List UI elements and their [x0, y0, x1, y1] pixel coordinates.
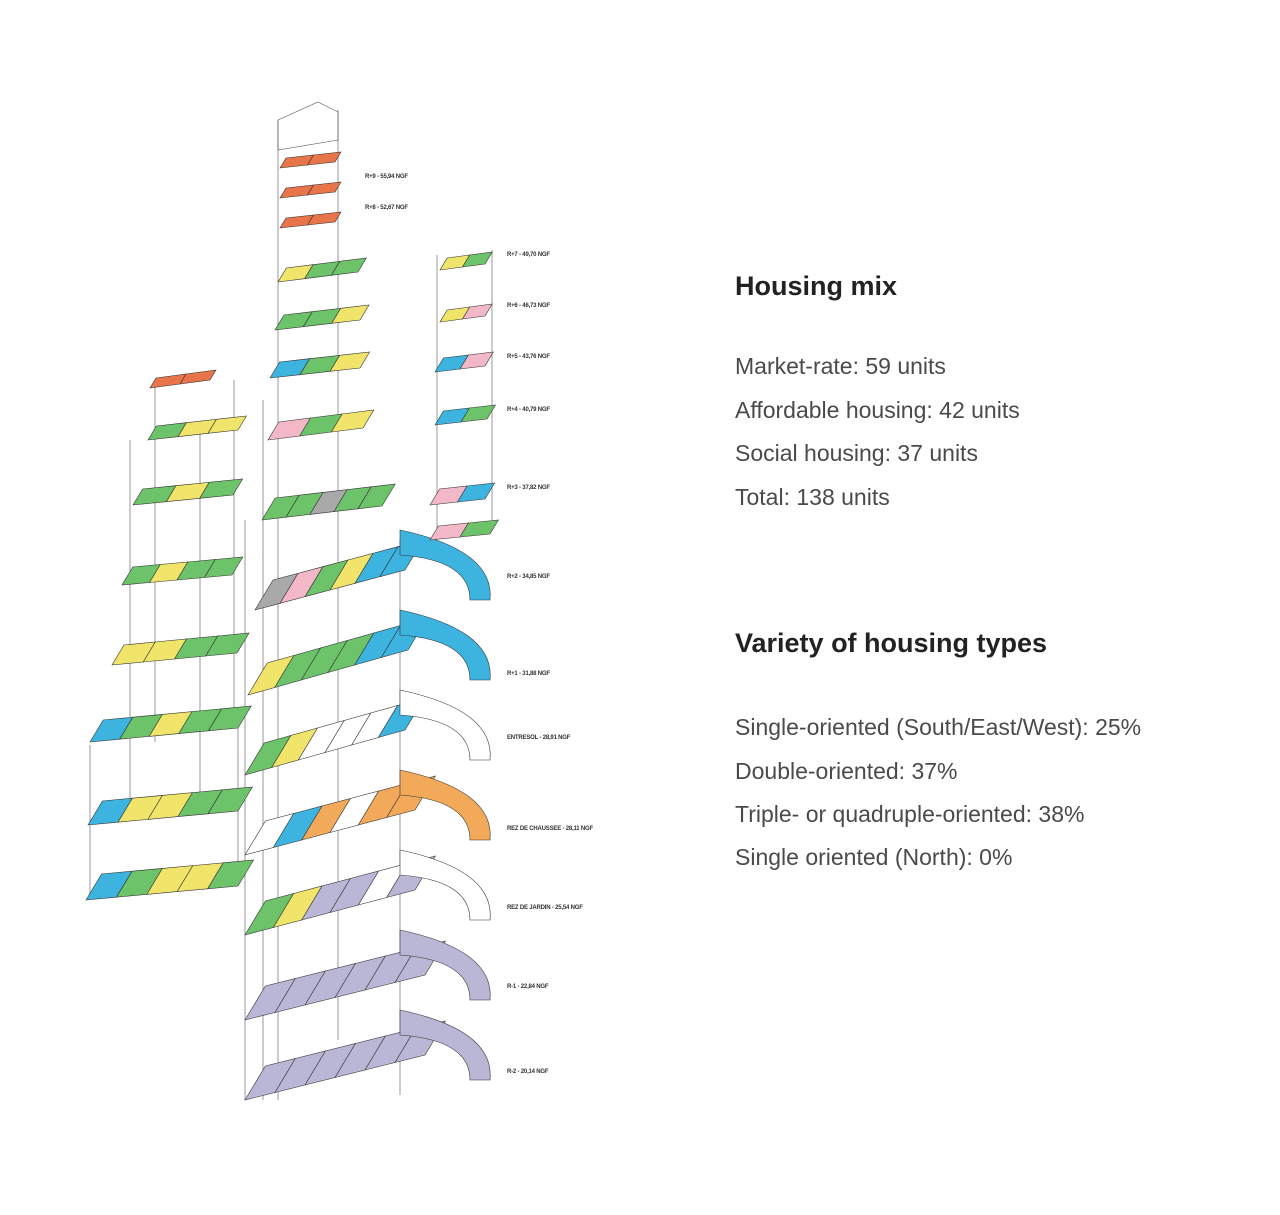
unit-top — [179, 369, 217, 385]
unit-top — [149, 373, 187, 389]
unit-top — [279, 154, 315, 169]
level-label: R+1 - 31,88 NGF — [507, 671, 550, 677]
unit-social — [461, 303, 493, 320]
curved-wing-duplex — [399, 529, 491, 601]
floor-plate — [244, 940, 447, 1021]
floor-plate — [244, 855, 437, 936]
floor-plate — [274, 304, 370, 331]
unit-market — [147, 422, 187, 441]
curved-wing-commercial — [399, 769, 491, 841]
level-label: R+9 - 55,94 NGF — [365, 174, 408, 180]
curved-wing-duplex — [399, 609, 491, 681]
curved-wing-empty — [399, 689, 491, 761]
level-labels: R+9 - 55,94 NGF R+8 - 52,67 NGF R+7 - 49,7… — [365, 174, 594, 1075]
unit-affordable — [329, 351, 371, 372]
unit-market — [459, 519, 499, 538]
floor-plate — [87, 786, 253, 826]
exploded-axonometric-diagram: R+9 - 55,94 NGF R+8 - 52,67 NGF R+7 - 49,7… — [85, 101, 594, 1101]
floor-plate — [279, 181, 342, 199]
level-label: R+8 - 52,67 NGF — [365, 205, 408, 211]
curved-wing-empty — [399, 849, 491, 921]
floor-plate — [429, 482, 496, 506]
floor-plate — [89, 705, 252, 743]
floor-plate — [269, 351, 371, 379]
floor-plate — [244, 697, 425, 776]
floor-plate — [111, 632, 250, 666]
level-label: R+3 - 37,82 NGF — [507, 485, 550, 491]
housing-mix-title: Housing mix — [735, 271, 898, 301]
floor-plate — [279, 211, 342, 229]
level-label: R+7 - 49,70 NGF — [507, 252, 550, 258]
unit-top — [279, 184, 315, 199]
floor-plate — [434, 351, 494, 373]
unit-market — [203, 556, 244, 578]
roof-outline — [277, 101, 339, 151]
curved-wing-parking — [399, 1009, 491, 1081]
floor-plate — [267, 409, 375, 441]
unit-market — [132, 485, 177, 506]
housing-mix-item: Market-rate: 59 units — [735, 353, 946, 379]
unit-market — [207, 705, 252, 732]
floor-plate — [121, 556, 244, 586]
floor-plates — [85, 151, 499, 1101]
housing-type-item: Single oriented (North): 0% — [735, 844, 1013, 870]
level-label: R+4 - 40,79 NGF — [507, 407, 550, 413]
housing-mix-item: Affordable housing: 42 units — [735, 397, 1020, 423]
unit-top — [306, 151, 342, 166]
level-label: R+5 - 43,76 NGF — [507, 354, 550, 360]
level-label: REZ DE JARDIN - 25,54 NGF — [507, 905, 583, 911]
housing-type-item: Double-oriented: 37% — [735, 758, 958, 784]
floor-plate — [439, 251, 493, 271]
level-label: R+6 - 46,73 NGF — [507, 303, 550, 309]
level-label: R+2 - 34,85 NGF — [507, 574, 550, 580]
floor-plate — [85, 859, 255, 901]
unit-affordable — [207, 415, 247, 434]
curved-wing-parking — [399, 929, 491, 1001]
unit-top — [306, 181, 342, 196]
housing-type-item: Single-oriented (South/East/West): 25% — [735, 714, 1142, 740]
housing-mix-item: Social housing: 37 units — [735, 440, 978, 466]
unit-affordable — [165, 481, 210, 503]
floor-plate — [149, 369, 217, 389]
housing-mix-total: Total: 138 units — [735, 484, 890, 510]
housing-type-item: Triple- or quadruple-oriented: 38% — [735, 801, 1085, 827]
floor-plate — [254, 539, 424, 611]
unit-affordable — [331, 304, 370, 324]
unit-top — [306, 211, 342, 226]
unit-market — [199, 478, 244, 499]
unit-duplex — [456, 482, 496, 503]
unit-social — [459, 351, 494, 370]
floor-plate — [147, 415, 247, 441]
unit-market — [207, 859, 255, 890]
unit-social — [429, 522, 469, 541]
unit-market — [461, 251, 493, 268]
unit-market — [205, 632, 250, 657]
floor-plate — [277, 257, 367, 283]
level-label: R-1 - 22,84 NGF — [507, 984, 549, 990]
floor-plate — [247, 617, 428, 696]
unit-market — [330, 257, 367, 276]
floor-plate — [439, 303, 493, 323]
housing-types-title: Variety of housing types — [735, 628, 1048, 658]
unit-market — [460, 404, 496, 423]
unit-market — [357, 483, 396, 510]
unit-top — [279, 214, 315, 229]
floor-plate — [434, 404, 496, 426]
level-label: ENTRESOL - 28,91 NGF — [507, 735, 571, 741]
floor-plate — [429, 519, 499, 541]
floor-plate — [261, 483, 396, 521]
unit-affordable — [330, 409, 375, 433]
level-label: REZ DE CHAUSSEE - 28,11 NGF — [507, 826, 593, 832]
unit-affordable — [177, 418, 217, 438]
floor-plate — [132, 478, 244, 506]
unit-market — [207, 786, 253, 815]
level-label: R-2 - 20,14 NGF — [507, 1069, 549, 1075]
floor-plate — [279, 151, 342, 169]
